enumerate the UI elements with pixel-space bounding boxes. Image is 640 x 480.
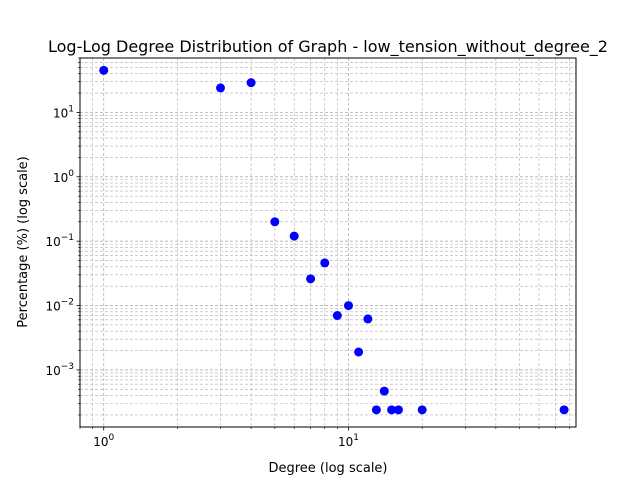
data-points xyxy=(99,65,569,415)
data-point xyxy=(354,347,364,357)
data-point xyxy=(216,83,226,93)
data-point xyxy=(343,301,353,311)
data-point xyxy=(270,217,280,227)
y-axis-label: Percentage (%) (log scale) xyxy=(16,156,31,327)
grid-lines xyxy=(79,57,576,427)
data-point xyxy=(320,258,330,268)
data-point xyxy=(363,314,373,324)
plot-frame xyxy=(79,57,577,428)
x-axis-label: Degree (log scale) xyxy=(268,461,387,476)
data-point xyxy=(246,78,256,88)
data-point xyxy=(417,405,427,415)
data-point xyxy=(99,65,109,75)
data-point xyxy=(371,405,381,415)
data-point xyxy=(332,311,342,321)
data-point xyxy=(306,274,316,284)
data-point xyxy=(559,405,569,415)
data-point xyxy=(387,405,397,415)
data-point xyxy=(289,231,299,241)
chart-title: Log-Log Degree Distribution of Graph - l… xyxy=(48,37,608,57)
data-point xyxy=(379,386,389,396)
data-point xyxy=(393,405,403,415)
